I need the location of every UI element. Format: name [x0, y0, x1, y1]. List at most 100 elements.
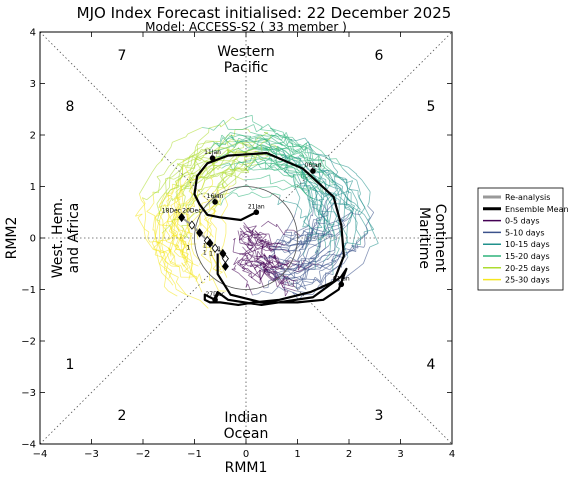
ensemble-member-segment: [323, 231, 329, 236]
ensemble-member-segment: [229, 169, 234, 174]
ensemble-member-segment: [220, 162, 230, 166]
ensemble-member-segment: [305, 183, 310, 191]
ensemble-member-segment: [219, 134, 223, 142]
ensemble-member-segment: [137, 213, 143, 219]
ensemble-member-segment: [213, 204, 218, 211]
legend-label: Re-analysis: [505, 193, 550, 202]
ensemble-member-segment: [271, 144, 276, 146]
ensemble-member-segment: [185, 166, 195, 169]
ensemble-member-segment: [174, 194, 185, 200]
ensemble-member-segment: [298, 150, 305, 157]
ensemble-member-segment: [309, 201, 313, 211]
ensemble-member-segment: [295, 261, 300, 271]
ensemble-member-segment: [232, 192, 237, 194]
ensemble-member-segment: [295, 188, 301, 198]
ensemble-member-segment: [368, 191, 371, 203]
ensemble-member-segment: [309, 144, 312, 159]
ensemble-member-segment: [165, 189, 171, 197]
ensemble-member-segment: [206, 151, 211, 155]
ensemble-member-segment: [272, 192, 281, 196]
ensemble-member-segment: [238, 137, 249, 143]
ensemble-member-segment: [195, 155, 199, 161]
ensemble-member-segment: [210, 208, 217, 212]
ensemble-member-segment: [141, 200, 145, 205]
ensemble-member-segment: [238, 272, 241, 275]
ensemble-member-segment: [311, 179, 318, 185]
ensemble-member-segment: [184, 176, 192, 188]
ensemble-member-segment: [310, 158, 316, 165]
ensemble-member-segment: [168, 231, 178, 241]
ensemble-member-segment: [225, 139, 228, 145]
ensemble-member-segment: [351, 176, 357, 181]
ensemble-member-segment: [210, 175, 217, 178]
phase-guides: [39, 31, 453, 445]
ensemble-member-segment: [164, 269, 168, 281]
ensemble-member-segment: [306, 218, 311, 225]
ensemble-member-segment: [210, 252, 217, 266]
ensemble-member-segment: [298, 249, 302, 253]
ensemble-member-segment: [319, 213, 325, 221]
x-tick-label: 3: [397, 449, 403, 460]
ensemble-member-segment: [167, 247, 175, 256]
ensemble-member-segment: [289, 276, 296, 279]
ensemble-member-segment: [311, 234, 324, 238]
ensemble-member-segment: [202, 184, 213, 197]
ensemble-member-segment: [184, 293, 201, 301]
ensemble-member-segment: [349, 204, 358, 212]
ensemble-member-segment: [343, 256, 349, 264]
ensemble-member-segment: [283, 163, 292, 167]
ensemble-member-segment: [372, 231, 379, 244]
ensemble-member-segment: [246, 159, 255, 172]
ensemble-member-segment: [263, 269, 272, 279]
ensemble-member-segment: [270, 164, 276, 168]
ensemble-member-segment: [310, 233, 312, 238]
ensemble-member-segment: [208, 252, 213, 267]
ensemble-member-segment: [307, 196, 311, 209]
ensemble-member-segment: [348, 180, 354, 190]
ensemble-member-segment: [329, 170, 335, 174]
ensemble-member-segment: [175, 281, 187, 296]
legend: Re-analysis Ensemble Mean 0-5 days 5-10 day…: [477, 187, 568, 291]
ensemble-member-segment: [173, 221, 176, 231]
ensemble-member-segment: [356, 200, 359, 209]
ensemble-member-segment: [186, 260, 199, 267]
ensemble-member-segment: [200, 165, 212, 176]
ensemble-member-segment: [345, 180, 353, 184]
ensemble-member-segment: [285, 282, 298, 285]
ensemble-member-segment: [230, 132, 242, 136]
ensemble-member-segment: [194, 168, 201, 174]
ensemble-member-segment: [305, 248, 310, 258]
ensemble-member-segment: [205, 167, 209, 175]
ensemble-member-segment: [283, 171, 294, 175]
ensemble-member-segment: [277, 147, 284, 149]
ensemble-member-segment: [152, 215, 156, 231]
ensemble-member-segment: [311, 219, 314, 230]
ensemble-member-segment: [351, 190, 358, 201]
ensemble-member-segment: [326, 172, 334, 176]
ensemble-member-segment: [353, 213, 361, 215]
ensemble-member-segment: [294, 244, 301, 252]
ensemble-member-segment: [316, 153, 329, 157]
ensemble-member-segment: [303, 267, 306, 271]
ensemble-member-segment: [245, 260, 253, 265]
ensemble-member-segment: [160, 187, 170, 199]
ensemble-member-segment: [165, 235, 171, 242]
ensemble-member-segment: [203, 218, 212, 225]
ensemble-member-segment: [335, 234, 341, 248]
ensemble-member-segment: [244, 157, 256, 160]
ensemble-member-segment: [285, 155, 287, 170]
ensemble-member-segment: [146, 193, 154, 201]
ensemble-member-segment: [336, 233, 340, 236]
ensemble-member-segment: [312, 279, 317, 284]
ensemble-member-segment: [325, 219, 330, 233]
ensemble-member-segment: [176, 228, 180, 237]
ensemble-member-segment: [314, 185, 324, 193]
ensemble-member-segment: [158, 211, 164, 224]
ensemble-member-segment: [212, 192, 219, 203]
ensemble-member-segment: [247, 225, 257, 229]
ensemble-member-segment: [343, 187, 349, 202]
ensemble-member-segment: [315, 257, 321, 263]
ensemble-member-segment: [347, 166, 358, 175]
ensemble-mean-date-label: 21Jan: [248, 203, 265, 210]
